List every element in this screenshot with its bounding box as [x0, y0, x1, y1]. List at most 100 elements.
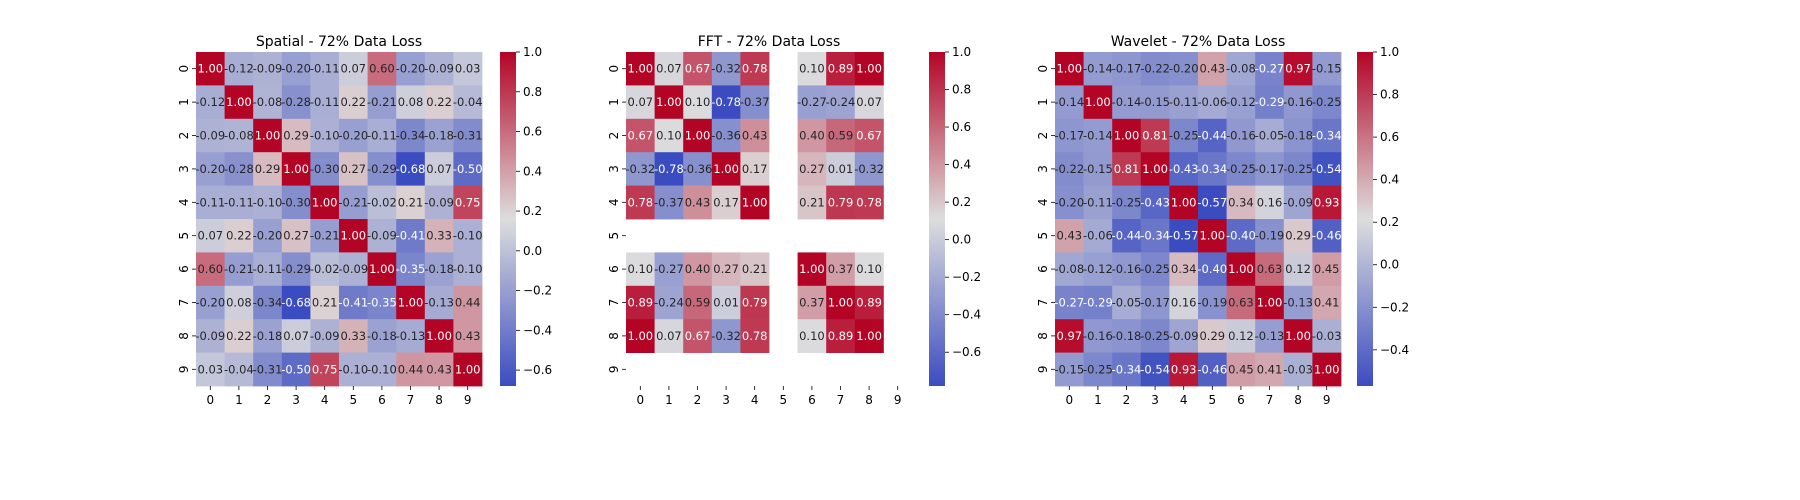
cell-label: -0.16: [1283, 95, 1313, 109]
cell-label: 1.00: [1228, 262, 1254, 276]
heatmap-cell: [281, 319, 311, 353]
y-tick-label: 8: [607, 332, 621, 340]
heatmap-cell: [1140, 52, 1170, 86]
y-tick-label: 2: [607, 132, 621, 140]
cell-label: 0.45: [1314, 262, 1340, 276]
heatmap-cell: [453, 152, 483, 186]
cell-label: 0.03: [197, 362, 223, 376]
colorbar-tick-label: 0.2: [523, 204, 542, 218]
heatmap-cell: [1198, 118, 1227, 153]
heatmap-cell: [339, 185, 368, 220]
heatmap-cell: [396, 219, 426, 253]
cell-label: -0.10: [367, 362, 397, 376]
heatmap-cell: [424, 85, 454, 120]
x-tick-label: 9: [464, 393, 472, 407]
heatmap-cell: [1083, 152, 1113, 186]
colorbar-tick-label: −0.4: [1380, 343, 1409, 357]
heatmap-cell: [253, 118, 283, 153]
heatmap-cell: [1112, 352, 1142, 387]
cell-label: 0.22: [340, 95, 366, 109]
heatmap-cell: [424, 352, 454, 387]
cell-label: 1.00: [398, 296, 424, 310]
cell-label: -0.44: [1197, 129, 1227, 143]
cell-label: -0.18: [424, 129, 454, 143]
cell-label: -0.25: [1283, 162, 1313, 176]
cell-label: 0.27: [713, 262, 739, 276]
cell-label: 0.67: [856, 129, 882, 143]
heatmap-cell: [1312, 319, 1342, 353]
heatmap-cell: [711, 285, 741, 320]
cell-label: -0.34: [1312, 129, 1342, 143]
heatmap-cell: [424, 185, 454, 220]
cell-label: -0.25: [1226, 162, 1256, 176]
cell-label: 0.07: [656, 329, 682, 343]
heatmap-cell: [1083, 52, 1113, 86]
cell-label: -0.04: [453, 95, 483, 109]
cell-label: -0.21: [310, 229, 340, 243]
heatmap-cell: [740, 252, 770, 287]
cell-label: -0.05: [1112, 296, 1142, 310]
heatmap-cell: [1198, 252, 1227, 287]
heatmap-cell: [281, 185, 311, 220]
cell-label: 0.37: [799, 296, 825, 310]
cell-label: 1.00: [1142, 162, 1168, 176]
heatmap-cell: [826, 252, 856, 287]
cell-label: 1.00: [1114, 129, 1140, 143]
heatmap-cell: [339, 352, 368, 387]
cell-label: 0.08: [398, 95, 424, 109]
cell-label: -0.20: [1169, 62, 1199, 76]
heatmap-cell: [367, 185, 397, 220]
y-tick-label: 3: [1036, 165, 1050, 173]
heatmap-cell: [1198, 319, 1227, 353]
colorbar-tick-label: 0.4: [952, 158, 971, 172]
cell-label: -0.03: [1283, 362, 1313, 376]
cell-label: -0.57: [1169, 229, 1199, 243]
heatmap-cell: [1198, 152, 1227, 186]
cell-label: 0.89: [828, 329, 854, 343]
cell-label: -0.18: [424, 262, 454, 276]
heatmap-cell: [1112, 252, 1142, 287]
cell-label: -0.15: [1054, 362, 1084, 376]
x-tick-label: 3: [722, 393, 730, 407]
cell-label: -0.46: [1197, 362, 1227, 376]
heatmap-cell: [1055, 252, 1084, 287]
heatmap-cell: [626, 152, 655, 186]
heatmap-cell: [1055, 352, 1084, 387]
heatmap-cell: [310, 352, 340, 387]
heatmap-cell: [396, 352, 426, 387]
cell-label: -0.22: [1054, 162, 1084, 176]
heatmap-cell: [1140, 319, 1170, 353]
heatmap-cell: [797, 152, 827, 186]
heatmap-cell: [310, 219, 340, 253]
heatmap-cell: [424, 285, 454, 320]
heatmap-cell: [1255, 185, 1285, 220]
cell-label: 0.89: [828, 62, 854, 76]
heatmap-cell: [1283, 319, 1313, 353]
cell-label: -0.41: [338, 296, 368, 310]
cell-label: -0.20: [195, 162, 225, 176]
heatmap-cell: [1226, 118, 1256, 153]
heatmap-cell: [826, 118, 856, 153]
cell-label: -0.10: [453, 262, 483, 276]
cell-label: -0.12: [195, 95, 225, 109]
cell-label: -0.25: [1140, 329, 1170, 343]
heatmap-cell: [424, 319, 454, 353]
heatmap-cell: [1255, 118, 1285, 153]
cell-label: 1.00: [1257, 296, 1283, 310]
cell-label: 0.10: [685, 95, 711, 109]
heatmap-cell: [1198, 185, 1227, 220]
cell-label: -0.37: [740, 95, 770, 109]
heatmap-cell: [196, 118, 225, 153]
cell-label: 0.21: [398, 195, 424, 209]
cell-label: -0.19: [1255, 229, 1285, 243]
cell-label: 0.21: [312, 296, 338, 310]
heatmap-cell: [339, 219, 368, 253]
cell-label: 0.43: [685, 195, 711, 209]
heatmap-cell: [1140, 185, 1170, 220]
heatmap-cell: [683, 252, 713, 287]
cell-label: -0.43: [1169, 162, 1199, 176]
heatmap-cell: [196, 352, 225, 387]
cell-label: 1.00: [627, 62, 653, 76]
cell-label: -0.54: [1140, 362, 1170, 376]
cell-label: 0.22: [226, 329, 252, 343]
